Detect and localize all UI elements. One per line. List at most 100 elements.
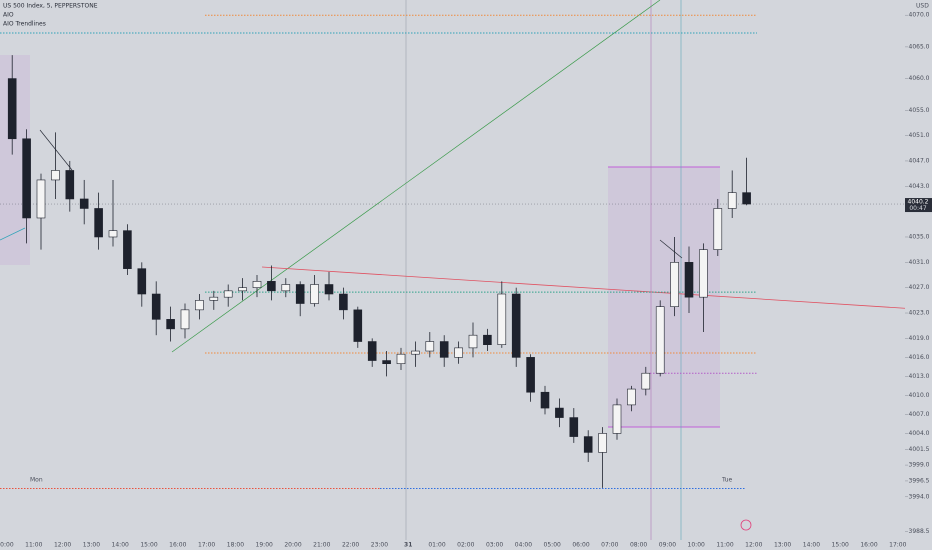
y-tick-label: 4027.0 bbox=[909, 284, 930, 291]
y-tick-label: 4031.0 bbox=[909, 259, 930, 266]
candle-body bbox=[655, 306, 665, 374]
y-tick-label: 4023.0 bbox=[909, 310, 930, 317]
candle-body bbox=[166, 319, 175, 330]
countdown: 00:47 bbox=[909, 205, 926, 212]
session-label: Tue bbox=[721, 477, 733, 484]
y-tick-label: 3999.0 bbox=[909, 462, 930, 469]
candle-body bbox=[699, 249, 708, 298]
candle-body bbox=[252, 281, 262, 288]
y-tick-label: 4065.0 bbox=[909, 43, 930, 50]
y-tick-label: 4016.0 bbox=[909, 354, 930, 361]
y-tick-label: 3988.5 bbox=[909, 528, 930, 535]
candle-body bbox=[22, 138, 31, 219]
x-tick-label: 19:00 bbox=[256, 542, 273, 549]
candle-body bbox=[281, 284, 291, 292]
trendline bbox=[39, 129, 73, 171]
x-tick-label: 01:00 bbox=[428, 542, 445, 549]
candle-body bbox=[123, 230, 132, 269]
candle-body bbox=[468, 334, 478, 349]
candle-body bbox=[295, 284, 305, 304]
candle-body bbox=[51, 170, 60, 181]
x-tick-label: 16:00 bbox=[860, 542, 877, 549]
x-tick-label: 10:00 bbox=[0, 542, 14, 549]
candle-body bbox=[598, 433, 607, 453]
x-tick-label: 06:00 bbox=[572, 542, 589, 549]
candle-body bbox=[454, 347, 463, 358]
x-tick-label: 21:00 bbox=[313, 542, 330, 549]
x-tick-label: 11:00 bbox=[716, 542, 733, 549]
session-label: Mon bbox=[30, 477, 43, 484]
x-tick-label: 03:00 bbox=[486, 542, 503, 549]
indicator-label: AIO bbox=[3, 12, 14, 19]
candle-body bbox=[7, 78, 17, 140]
x-tick-label: 12:00 bbox=[54, 542, 71, 549]
candle-body bbox=[79, 198, 89, 209]
marks bbox=[0, 14, 905, 490]
x-tick-label: 20:00 bbox=[284, 542, 301, 549]
candle-body bbox=[65, 170, 75, 200]
candle-body bbox=[526, 357, 535, 393]
candle-body bbox=[339, 293, 348, 311]
candle-body bbox=[555, 407, 564, 418]
y-tick-label: 4055.0 bbox=[909, 107, 930, 114]
candle-body bbox=[583, 436, 593, 453]
x-tick-label: 02:00 bbox=[457, 542, 474, 549]
price-tag-label: 4040.2 bbox=[908, 199, 929, 206]
y-tick-label: 4013.0 bbox=[909, 373, 930, 380]
x-tick-label: 11:00 bbox=[25, 542, 42, 549]
candle-body bbox=[684, 262, 694, 298]
candle-body bbox=[425, 341, 435, 352]
y-tick-label: 4001.5 bbox=[909, 446, 930, 453]
x-tick-label: 12:00 bbox=[745, 542, 762, 549]
indicator-label: AIO Trendlines bbox=[3, 21, 46, 28]
y-tick-label: 4060.0 bbox=[909, 75, 930, 82]
x-tick-label: 31 bbox=[404, 542, 412, 549]
candle-body bbox=[180, 309, 190, 330]
candle-body bbox=[497, 293, 507, 346]
x-tick-label: 15:00 bbox=[140, 542, 157, 549]
chart-title: US 500 Index, 5, PEPPERSTONE bbox=[3, 3, 98, 10]
x-tick-label: 15:00 bbox=[832, 542, 849, 549]
candle-body bbox=[396, 353, 406, 365]
candle-body bbox=[324, 284, 334, 295]
x-tick-label: 09:00 bbox=[659, 542, 676, 549]
candle-body bbox=[223, 290, 233, 298]
y-tick-label: 4070.0 bbox=[909, 12, 930, 19]
candle-body bbox=[411, 350, 420, 355]
trendline bbox=[0, 227, 26, 241]
candle-body bbox=[511, 293, 521, 358]
candle-body bbox=[670, 262, 679, 307]
x-tick-label: 04:00 bbox=[515, 542, 532, 549]
event-icon[interactable] bbox=[740, 519, 752, 531]
price-tag bbox=[905, 198, 932, 213]
price-axis bbox=[905, 0, 932, 550]
candle-body bbox=[382, 360, 391, 365]
trendline bbox=[171, 0, 661, 353]
candle-body bbox=[267, 281, 276, 292]
candle-body bbox=[238, 287, 247, 292]
candle-body bbox=[727, 192, 737, 209]
candle-body bbox=[94, 208, 103, 238]
x-tick-label: 07:00 bbox=[601, 542, 618, 549]
x-tick-label: 14:00 bbox=[112, 542, 129, 549]
candle-body bbox=[483, 334, 492, 346]
y-tick-label: 3996.5 bbox=[909, 477, 930, 484]
candle-body bbox=[310, 284, 319, 304]
candle-body bbox=[540, 391, 550, 409]
x-tick-label: 10:00 bbox=[688, 542, 705, 549]
candle-body bbox=[439, 341, 449, 358]
trendline bbox=[659, 239, 683, 259]
y-tick-label: 4051.0 bbox=[909, 132, 930, 139]
candle-body bbox=[353, 309, 363, 342]
x-tick-label: 17:00 bbox=[889, 542, 906, 549]
y-tick-label: 4010.0 bbox=[909, 392, 930, 399]
candle-body bbox=[151, 293, 161, 320]
candle-body bbox=[137, 268, 147, 295]
candle-body bbox=[367, 341, 377, 361]
x-tick-label: 08:00 bbox=[630, 542, 647, 549]
y-tick-label: 4004.0 bbox=[909, 430, 930, 437]
y-tick-label: 4035.0 bbox=[909, 233, 930, 240]
candle-body bbox=[627, 388, 636, 406]
trendline bbox=[261, 266, 932, 311]
